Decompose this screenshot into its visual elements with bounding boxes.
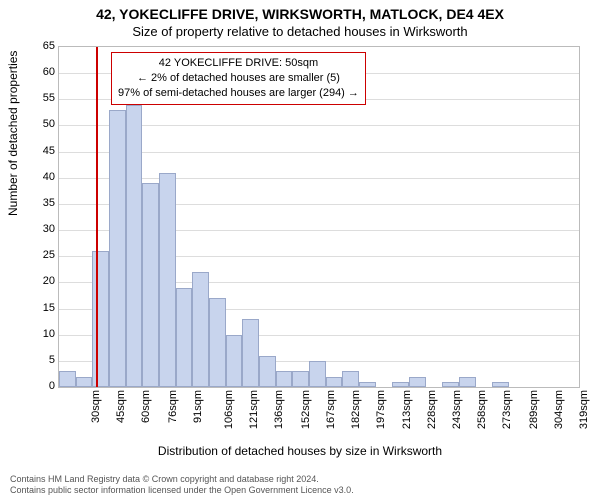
- x-tick-label: 304sqm: [553, 390, 565, 429]
- info-line-3: 97% of semi-detached houses are larger (…: [118, 86, 359, 101]
- y-tick-label: 25: [25, 249, 55, 261]
- histogram-bar: [342, 371, 359, 387]
- y-tick-label: 20: [25, 275, 55, 287]
- histogram-bar: [392, 382, 409, 387]
- x-tick-label: 30sqm: [90, 390, 102, 423]
- histogram-bar: [109, 110, 126, 387]
- x-tick-label: 182sqm: [350, 390, 362, 429]
- y-tick-label: 5: [25, 354, 55, 366]
- histogram-bar: [176, 288, 193, 387]
- x-tick-label: 60sqm: [140, 390, 152, 423]
- y-tick-label: 45: [25, 145, 55, 157]
- histogram-bar: [192, 272, 209, 387]
- y-tick-label: 60: [25, 66, 55, 78]
- histogram-bar: [326, 377, 343, 387]
- histogram-bar: [142, 183, 159, 387]
- y-tick-label: 10: [25, 328, 55, 340]
- histogram-bar: [292, 371, 309, 387]
- histogram-bar: [126, 105, 143, 387]
- x-tick-label: 228sqm: [426, 390, 438, 429]
- footer-line-1: Contains HM Land Registry data © Crown c…: [10, 474, 590, 485]
- y-tick-label: 55: [25, 92, 55, 104]
- x-tick-label: 167sqm: [325, 390, 337, 429]
- histogram-bar: [492, 382, 509, 387]
- title-line-1: 42, YOKECLIFFE DRIVE, WIRKSWORTH, MATLOC…: [0, 0, 600, 22]
- x-tick-label: 319sqm: [578, 390, 590, 429]
- marker-line: [96, 47, 98, 387]
- x-tick-label: 152sqm: [300, 390, 312, 429]
- histogram-bar: [459, 377, 476, 387]
- histogram-bar: [409, 377, 426, 387]
- x-tick-label: 213sqm: [401, 390, 413, 429]
- chart-container: 42, YOKECLIFFE DRIVE, WIRKSWORTH, MATLOC…: [0, 0, 600, 500]
- x-tick-label: 289sqm: [528, 390, 540, 429]
- x-tick-label: 106sqm: [223, 390, 235, 429]
- info-line-2: ← 2% of detached houses are smaller (5): [118, 71, 359, 86]
- y-axis-label: Number of detached properties: [6, 51, 20, 216]
- histogram-bar: [259, 356, 276, 387]
- histogram-bar: [442, 382, 459, 387]
- histogram-bar: [242, 319, 259, 387]
- x-tick-label: 273sqm: [501, 390, 513, 429]
- x-tick-label: 197sqm: [375, 390, 387, 429]
- footer-line-2: Contains public sector information licen…: [10, 485, 590, 496]
- x-tick-label: 258sqm: [476, 390, 488, 429]
- histogram-bar: [309, 361, 326, 387]
- histogram-bar: [159, 173, 176, 387]
- y-tick-label: 30: [25, 223, 55, 235]
- x-tick-label: 136sqm: [273, 390, 285, 429]
- y-tick-label: 65: [25, 40, 55, 52]
- x-tick-label: 45sqm: [115, 390, 127, 423]
- info-line-1: 42 YOKECLIFFE DRIVE: 50sqm: [118, 56, 359, 71]
- y-tick-label: 15: [25, 302, 55, 314]
- y-tick-label: 40: [25, 171, 55, 183]
- y-tick-label: 0: [25, 380, 55, 392]
- histogram-bar: [276, 371, 293, 387]
- footer: Contains HM Land Registry data © Crown c…: [10, 474, 590, 497]
- histogram-bar: [209, 298, 226, 387]
- y-tick-label: 50: [25, 118, 55, 130]
- y-tick-label: 35: [25, 197, 55, 209]
- x-axis-label: Distribution of detached houses by size …: [0, 444, 600, 458]
- histogram-bar: [226, 335, 243, 387]
- histogram-bar: [59, 371, 76, 387]
- x-tick-label: 121sqm: [248, 390, 260, 429]
- title-line-2: Size of property relative to detached ho…: [0, 22, 600, 39]
- x-tick-label: 243sqm: [451, 390, 463, 429]
- x-tick-label: 91sqm: [192, 390, 204, 423]
- info-box: 42 YOKECLIFFE DRIVE: 50sqm ← 2% of detac…: [111, 52, 366, 105]
- histogram-bar: [76, 377, 93, 387]
- histogram-bar: [359, 382, 376, 387]
- plot-area: 42 YOKECLIFFE DRIVE: 50sqm ← 2% of detac…: [58, 46, 580, 388]
- x-tick-label: 76sqm: [167, 390, 179, 423]
